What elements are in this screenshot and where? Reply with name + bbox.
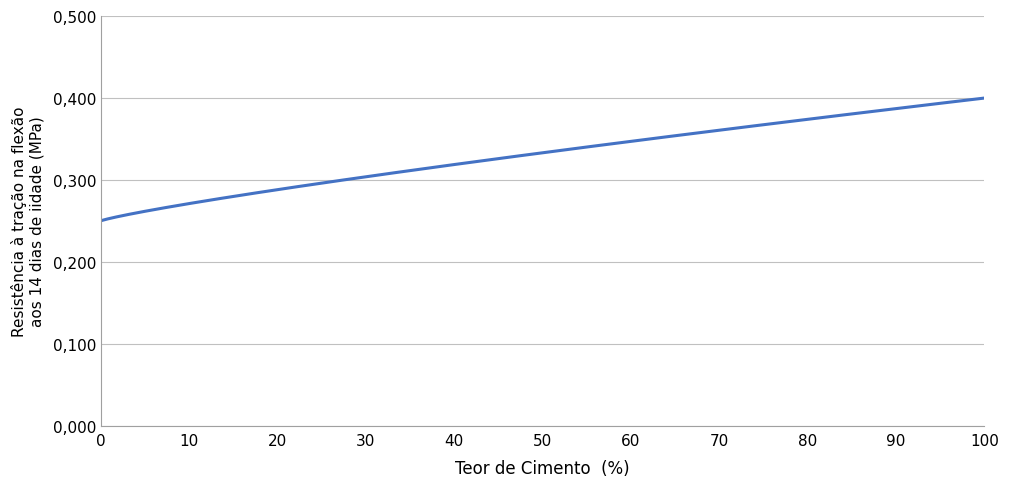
X-axis label: Teor de Cimento  (%): Teor de Cimento (%) (456, 459, 630, 477)
Y-axis label: Resistência à tração na flexão
aos 14 dias de iidade (MPa): Resistência à tração na flexão aos 14 di… (11, 106, 44, 337)
